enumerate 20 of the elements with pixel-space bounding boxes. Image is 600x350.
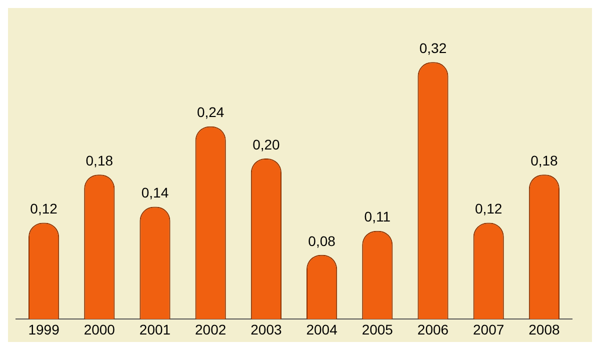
x-tick-label: 2001	[139, 321, 171, 338]
x-tick-label: 2007	[473, 321, 504, 338]
data-label: 0,12	[474, 200, 502, 217]
x-tick-label: 2003	[250, 321, 282, 338]
data-label: 0,24	[196, 104, 224, 120]
x-tick-label: 1999	[28, 321, 60, 338]
x-tick-label: 2002	[195, 321, 226, 338]
data-label: 0,12	[30, 200, 58, 217]
x-tick-label: 2000	[84, 321, 116, 338]
x-tick-label: 2005	[362, 321, 394, 338]
data-label: 0,32	[419, 40, 447, 56]
x-tick-label: 2004	[306, 321, 338, 338]
data-label: 0,18	[86, 152, 114, 168]
data-label: 0,11	[364, 208, 391, 225]
data-label: 0,20	[252, 136, 280, 152]
data-label: 0,08	[308, 232, 336, 249]
x-tick-label: 2006	[417, 321, 449, 338]
x-tick-label: 2008	[528, 321, 560, 338]
data-label: 0,18	[530, 152, 558, 168]
data-label: 0,14	[141, 184, 169, 201]
